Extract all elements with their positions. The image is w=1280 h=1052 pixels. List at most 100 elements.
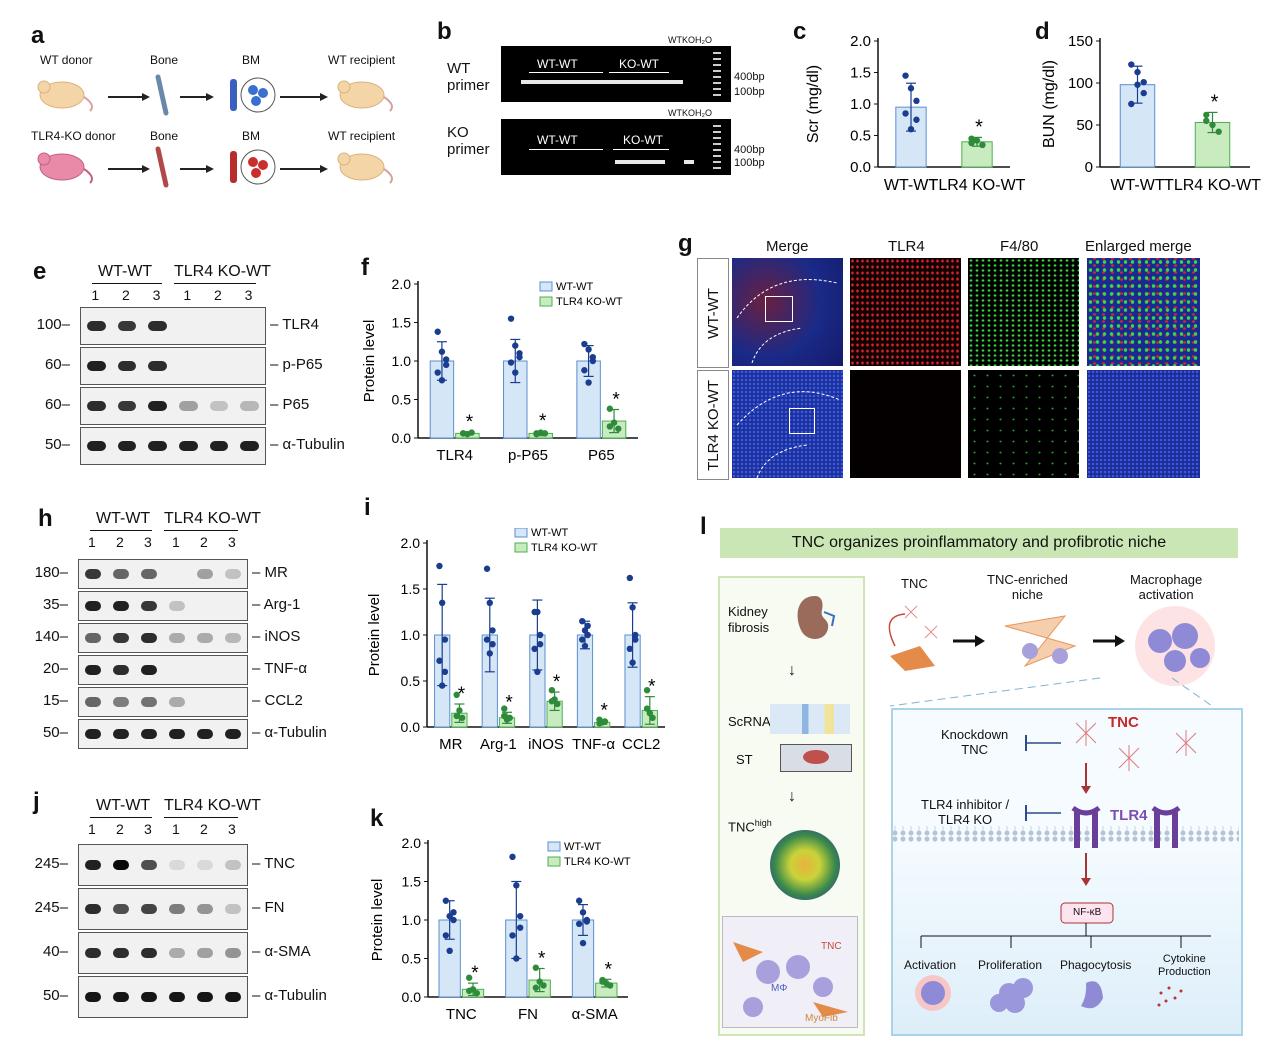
data-point — [589, 353, 597, 361]
data-point — [581, 642, 589, 650]
dish-icon — [240, 77, 276, 113]
blot-band — [141, 601, 157, 611]
lane-number: 1 — [88, 534, 96, 550]
blot-band — [169, 601, 185, 611]
y-axis-title: Protein level — [361, 320, 378, 403]
a-row2-bm: BM — [242, 129, 260, 143]
mw-marker: 20– — [42, 660, 68, 677]
l-title: TNC organizes proinflammatory and profib… — [791, 534, 1167, 551]
band-name: – α-Tubulin — [252, 724, 327, 741]
blot-band — [85, 665, 101, 675]
g-row-ko: TLR4 KO-WT — [704, 379, 722, 471]
data-point — [541, 430, 549, 437]
x-tick-label: TLR4 KO-WT — [1164, 177, 1261, 194]
data-point — [606, 405, 614, 412]
legend-swatch — [539, 281, 553, 292]
blot-strip-TNC — [78, 844, 248, 886]
data-point — [532, 984, 540, 991]
data-point — [506, 714, 513, 721]
legend-label: WT-WT — [531, 528, 569, 539]
data-point — [438, 348, 446, 355]
data-point — [548, 687, 556, 694]
y-tick-label: 100 — [1068, 75, 1093, 92]
g-wt-f480-image — [968, 258, 1079, 366]
mw-marker: 50– — [44, 436, 70, 453]
mw-marker: 60– — [44, 356, 70, 373]
blot-band — [141, 569, 157, 579]
y-tick-label: 2.0 — [392, 276, 412, 292]
significance-marker: * — [605, 959, 613, 980]
y-tick-label: 1.5 — [392, 315, 412, 331]
blot-band — [113, 601, 129, 611]
l-nfkb: NF-κB — [1073, 907, 1102, 918]
data-point — [579, 618, 586, 625]
y-tick-label: 0.5 — [850, 128, 871, 145]
x-tick-label: Arg-1 — [480, 736, 517, 753]
g-ko-f480-image — [968, 370, 1079, 478]
blot-band — [117, 441, 137, 451]
data-point — [643, 705, 651, 712]
x-tick-label: TLR4 KO-WT — [929, 177, 1026, 194]
x-tick-label: WT-WT — [884, 177, 938, 194]
blot-band — [117, 321, 137, 331]
blot-band — [141, 633, 157, 643]
chart-f: 0.0 0.5 1.0 1.5 2.0 Protein level * TLR4 * p-P65 *… — [361, 276, 638, 464]
y-tick-label: 0.0 — [402, 989, 422, 1005]
y-tick-label: 0.5 — [401, 673, 421, 689]
data-point — [579, 909, 587, 916]
data-point — [489, 641, 496, 648]
g-wt-tlr4-image — [850, 258, 961, 366]
data-point — [483, 565, 491, 572]
significance-marker: * — [539, 411, 547, 432]
blot-band — [113, 665, 129, 675]
data-point — [626, 645, 634, 652]
data-point — [453, 691, 460, 698]
a-row2-bone: Bone — [150, 129, 179, 143]
data-point — [1203, 117, 1210, 125]
blot-band — [113, 697, 129, 707]
g-col-merge: Merge — [766, 238, 809, 255]
blot-strip-FN — [78, 888, 248, 930]
g-wt-enlarged-image — [1087, 258, 1200, 366]
lane-number: 2 — [116, 534, 124, 550]
data-point — [629, 659, 636, 666]
data-point — [501, 712, 508, 720]
data-point — [979, 141, 986, 149]
group-label-wt: WT-WT — [96, 797, 151, 814]
blot-band — [240, 441, 259, 451]
blot-band — [197, 569, 213, 579]
data-point — [456, 707, 463, 714]
data-point — [913, 97, 920, 105]
group-underline — [164, 530, 238, 531]
mw-marker: 100– — [36, 316, 70, 333]
a-row1-bone: Bone — [150, 53, 179, 67]
x-tick-label: MR — [439, 736, 462, 753]
l-mechanism-diagram — [891, 720, 1239, 1013]
y-tick-label: 1.5 — [850, 65, 871, 82]
band-name: – iNOS — [252, 628, 301, 645]
data-point — [442, 356, 450, 363]
lane-number: 1 — [183, 287, 192, 303]
blot-band — [179, 441, 198, 451]
g-ko-merge-image — [732, 370, 843, 478]
blot-band — [169, 729, 185, 739]
band-name: – Arg-1 — [252, 596, 301, 613]
data-point — [584, 622, 591, 629]
data-point — [649, 714, 656, 721]
y-axis-title: Protein level — [366, 594, 383, 677]
data-point — [513, 955, 520, 962]
blot-strip-α-Tubulin — [78, 976, 248, 1018]
blot-band — [225, 569, 241, 579]
l-arrow-down-1: ↓ — [788, 662, 796, 679]
panel-label-d: d — [1035, 18, 1050, 45]
data-point — [507, 359, 515, 366]
significance-marker: * — [458, 684, 466, 705]
x-tick-label: P65 — [588, 447, 615, 464]
y-tick-label: 1.5 — [402, 874, 422, 890]
data-point — [606, 982, 614, 989]
data-point — [1215, 128, 1222, 135]
l-top-niche: TNC-enriched niche — [987, 572, 1068, 602]
x-tick-label: TNF-α — [572, 736, 615, 753]
significance-marker: * — [466, 412, 474, 433]
blot-band — [148, 321, 167, 331]
